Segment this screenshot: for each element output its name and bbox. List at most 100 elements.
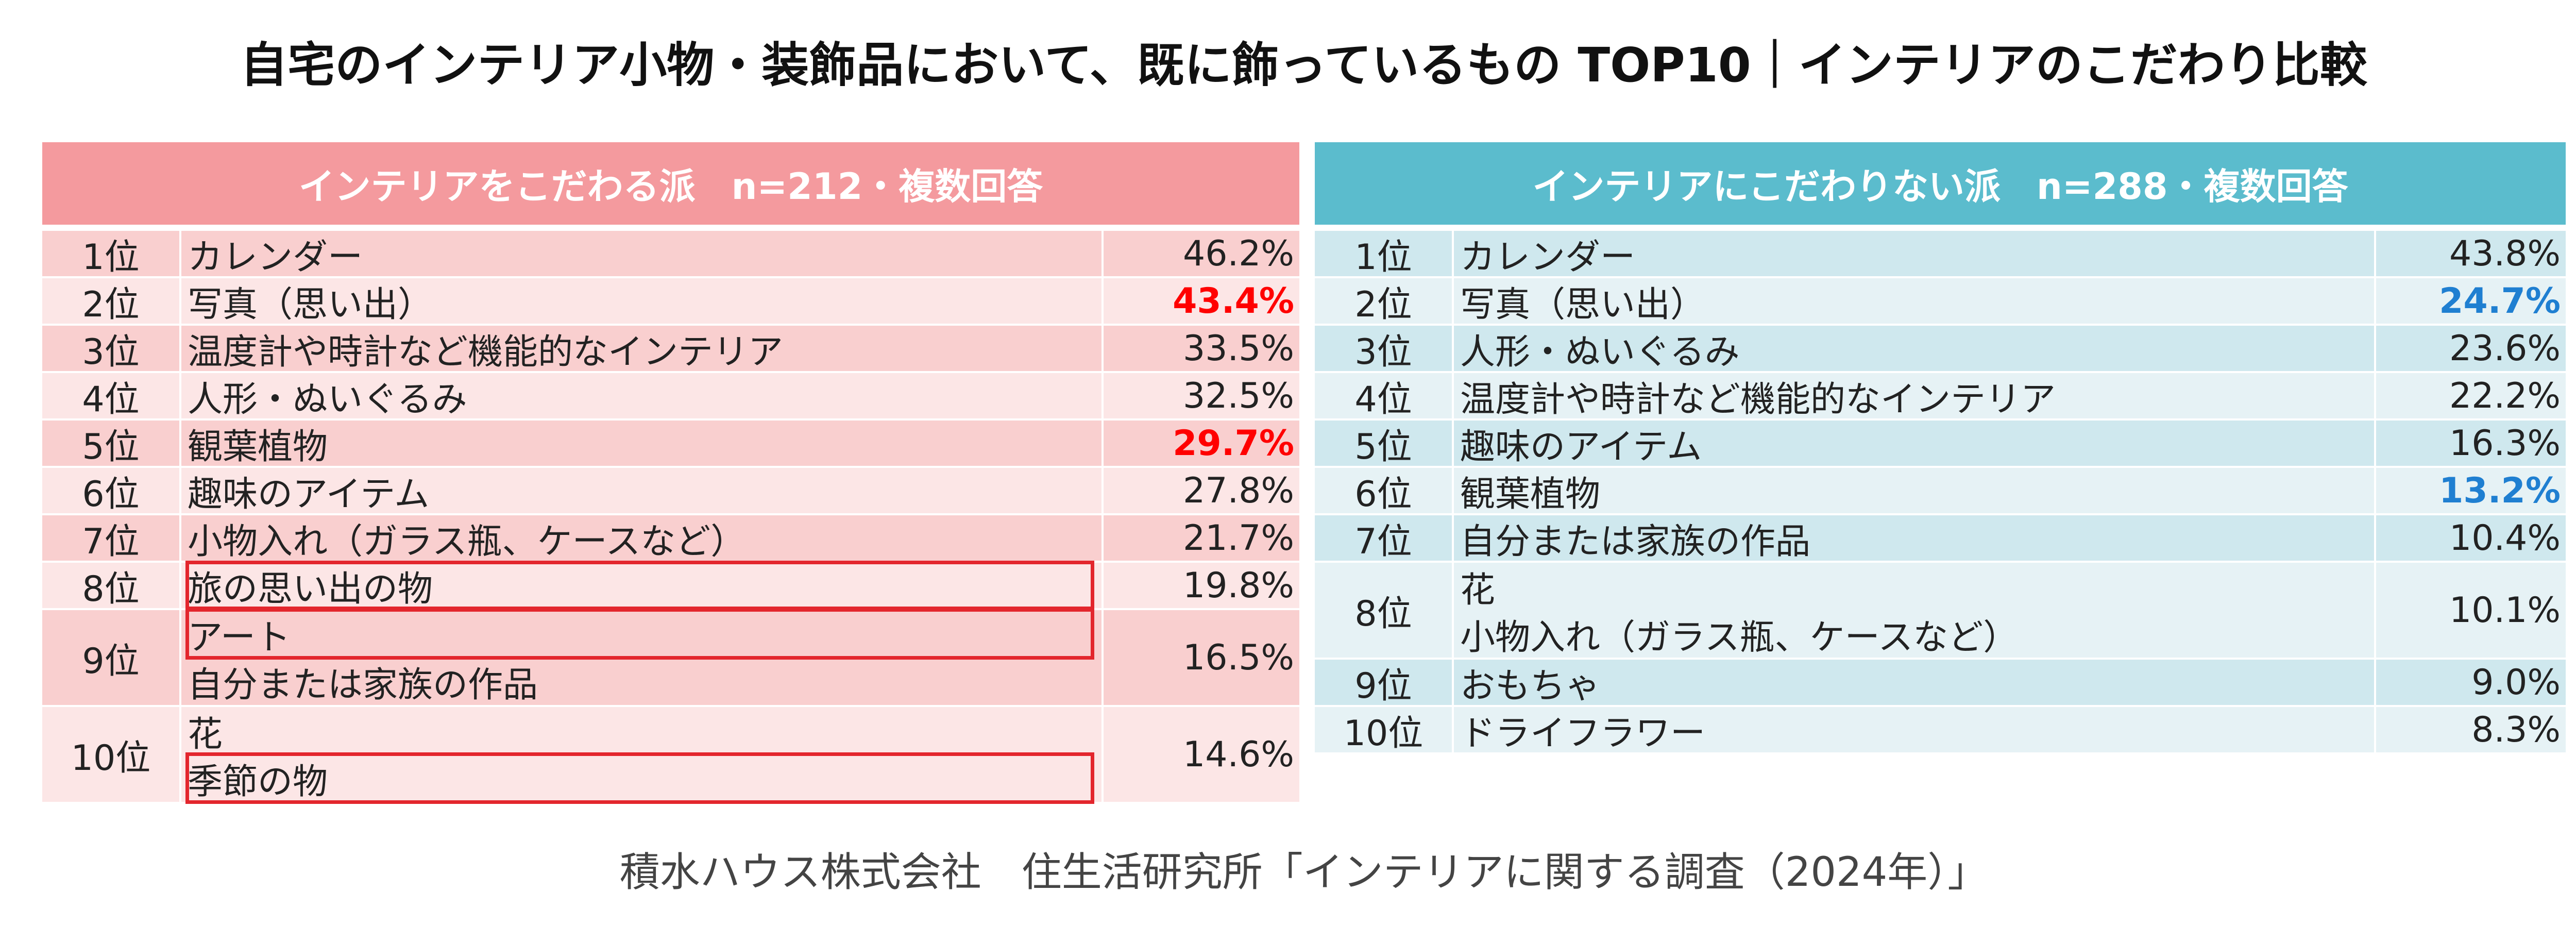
percent-cell: 29.7% xyxy=(1173,423,1294,464)
item-cell: カレンダー xyxy=(181,231,1104,278)
percent-cell: 24.7% xyxy=(2439,280,2561,322)
item-cell: 花季節の物 xyxy=(181,707,1104,804)
rank-cell: 4位 xyxy=(1315,373,1454,420)
item-cell: 人形・ぬいぐるみ xyxy=(1454,326,2376,373)
item-cell: おもちゃ xyxy=(1454,660,2376,707)
rank-cell: 9位 xyxy=(1315,660,1454,707)
table-row: 9位 アート 自分または家族の作品 16.5% xyxy=(42,608,1299,707)
item-cell: 旅の思い出の物 xyxy=(181,561,1104,610)
item-label: 温度計や時計など機能的なインテリア xyxy=(1460,379,2056,420)
item-label: 小物入れ（ガラス瓶、ケースなど） xyxy=(1460,617,2019,658)
table-row: 5位 観葉植物 29.7% xyxy=(42,421,1299,468)
source-note: 積水ハウス株式会社 住生活研究所「インテリアに関する調査（2024年）」 xyxy=(619,849,1988,896)
item-cell: カレンダー xyxy=(1454,231,2376,278)
rank-cell: 1位 xyxy=(1315,231,1454,278)
percent-cell: 10.4% xyxy=(2449,517,2561,559)
table-interior-not-committed: インテリアにこだわりない派 n=288・複数回答 1位 カレンダー 43.8% 2位写… xyxy=(1315,142,2566,754)
table-row: 1位 カレンダー 46.2% xyxy=(42,231,1299,278)
percent-cell: 10.1% xyxy=(2449,590,2561,631)
percent-cell: 13.2% xyxy=(2439,470,2561,511)
item-cell: 趣味のアイテム xyxy=(181,468,1104,515)
item-label: ドライフラワー xyxy=(1460,713,1706,754)
item-cell: 写真（思い出） xyxy=(1454,278,2376,325)
table-header-not-committed: インテリアにこだわりない派 n=288・複数回答 xyxy=(1315,142,2566,225)
table-header-committed: インテリアをこだわる派 n=212・複数回答 xyxy=(42,142,1299,225)
rank-cell: 5位 xyxy=(1315,421,1454,467)
item-label: おもちゃ xyxy=(1460,665,1601,707)
percent-cell: 21.7% xyxy=(1182,517,1294,559)
percent-cell: 16.5% xyxy=(1182,637,1294,678)
table-row: 8位 旅の思い出の物 19.8% xyxy=(42,561,1299,610)
item-cell: 温度計や時計など機能的なインテリア xyxy=(1454,373,2376,420)
item-cell: 花小物入れ（ガラス瓶、ケースなど） xyxy=(1454,563,2376,658)
table-body-not-committed: 1位 カレンダー 43.8% 2位 写真（思い出） 24.7% 3位 人形・ぬいぐるみ 23.6… xyxy=(1315,231,2566,754)
percent-cell: 19.8% xyxy=(1182,565,1294,606)
rank-cell: 2位 xyxy=(42,278,181,325)
item-label: 写真（思い出） xyxy=(188,284,433,325)
rank-cell: 7位 xyxy=(1315,515,1454,562)
item-label: 写真（思い出） xyxy=(1460,284,1706,325)
rank-cell: 2位 xyxy=(1315,278,1454,325)
item-label: 温度計や時計など機能的なインテリア xyxy=(188,331,784,373)
table-row: 4位 温度計や時計など機能的なインテリア 22.2% xyxy=(1315,373,2566,421)
item-label: 小物入れ（ガラス瓶、ケースなど） xyxy=(188,521,746,562)
item-label: カレンダー xyxy=(1460,237,1636,278)
percent-cell: 14.6% xyxy=(1182,734,1294,775)
table-row: 2位 写真（思い出） 24.7% xyxy=(1315,278,2566,326)
item-label: 自分または家族の作品 xyxy=(1460,521,1811,562)
rank-cell: 4位 xyxy=(42,373,181,420)
table-row: 6位 趣味のアイテム 27.8% xyxy=(42,468,1299,515)
item-label: 人形・ぬいぐるみ xyxy=(1460,331,1740,373)
item-cell: 人形・ぬいぐるみ xyxy=(181,373,1104,420)
item-label: 趣味のアイテム xyxy=(1460,426,1702,467)
rank-cell: 8位 xyxy=(1315,563,1454,658)
percent-cell: 33.5% xyxy=(1182,328,1294,369)
item-label: 自分または家族の作品 xyxy=(188,664,538,705)
rank-cell: 6位 xyxy=(1315,468,1454,515)
table-row: 10位 ドライフラワー 8.3% xyxy=(1315,707,2566,754)
item-label: 人形・ぬいぐるみ xyxy=(188,379,467,420)
item-cell: ドライフラワー xyxy=(1454,707,2376,754)
rank-cell: 3位 xyxy=(42,326,181,373)
rank-cell: 10位 xyxy=(42,707,181,802)
item-cell: 観葉植物 xyxy=(1454,468,2376,515)
item-label: 花 xyxy=(188,714,223,755)
table-row: 10位花季節の物 14.6% xyxy=(42,707,1299,804)
item-label: 季節の物 xyxy=(185,752,1094,804)
page-title: 自宅のインテリア小物・装飾品において、既に飾っているもの TOP10｜インテリア… xyxy=(240,38,2367,93)
item-cell: 趣味のアイテム xyxy=(1454,421,2376,467)
item-label: 観葉植物 xyxy=(188,426,328,467)
rank-cell: 6位 xyxy=(42,468,181,515)
percent-cell: 16.3% xyxy=(2449,423,2561,464)
table-row: 5位 趣味のアイテム 16.3% xyxy=(1315,421,2566,468)
item-cell: 小物入れ（ガラス瓶、ケースなど） xyxy=(181,515,1104,562)
percent-cell: 32.5% xyxy=(1182,375,1294,416)
item-label: 観葉植物 xyxy=(1460,474,1601,515)
table-row: 9位 おもちゃ 9.0% xyxy=(1315,660,2566,707)
table-row: 8位花小物入れ（ガラス瓶、ケースなど） 10.1% xyxy=(1315,563,2566,660)
rank-cell: 3位 xyxy=(1315,326,1454,373)
percent-cell: 8.3% xyxy=(2471,709,2561,750)
table-row: 3位 温度計や時計など機能的なインテリア 33.5% xyxy=(42,326,1299,373)
table-row: 7位 小物入れ（ガラス瓶、ケースなど） 21.7% xyxy=(42,515,1299,563)
table-row: 4位 人形・ぬいぐるみ 32.5% xyxy=(42,373,1299,421)
percent-cell: 43.8% xyxy=(2449,233,2561,274)
percent-cell: 9.0% xyxy=(2471,662,2561,703)
percent-cell: 46.2% xyxy=(1182,233,1294,274)
table-row: 1位 カレンダー 43.8% xyxy=(1315,231,2566,278)
percent-cell: 22.2% xyxy=(2449,375,2561,416)
item-label: 趣味のアイテム xyxy=(188,474,430,515)
table-row: 3位 人形・ぬいぐるみ 23.6% xyxy=(1315,326,2566,373)
item-cell: 観葉植物 xyxy=(181,421,1104,467)
table-row: 6位 観葉植物 13.2% xyxy=(1315,468,2566,515)
item-cell: 自分または家族の作品 xyxy=(1454,515,2376,562)
table-interior-committed: インテリアをこだわる派 n=212・複数回答 1位 カレンダー 46.2% 2位 写真（… xyxy=(42,142,1299,804)
item-cell: 写真（思い出） xyxy=(181,278,1104,325)
rank-cell: 5位 xyxy=(42,421,181,467)
rank-cell: 1位 xyxy=(42,231,181,278)
percent-cell: 27.8% xyxy=(1182,470,1294,511)
rank-cell: 7位 xyxy=(42,515,181,562)
item-label: アート xyxy=(185,608,1094,660)
item-cell: 温度計や時計など機能的なインテリア xyxy=(181,326,1104,373)
item-label: カレンダー xyxy=(188,237,363,278)
